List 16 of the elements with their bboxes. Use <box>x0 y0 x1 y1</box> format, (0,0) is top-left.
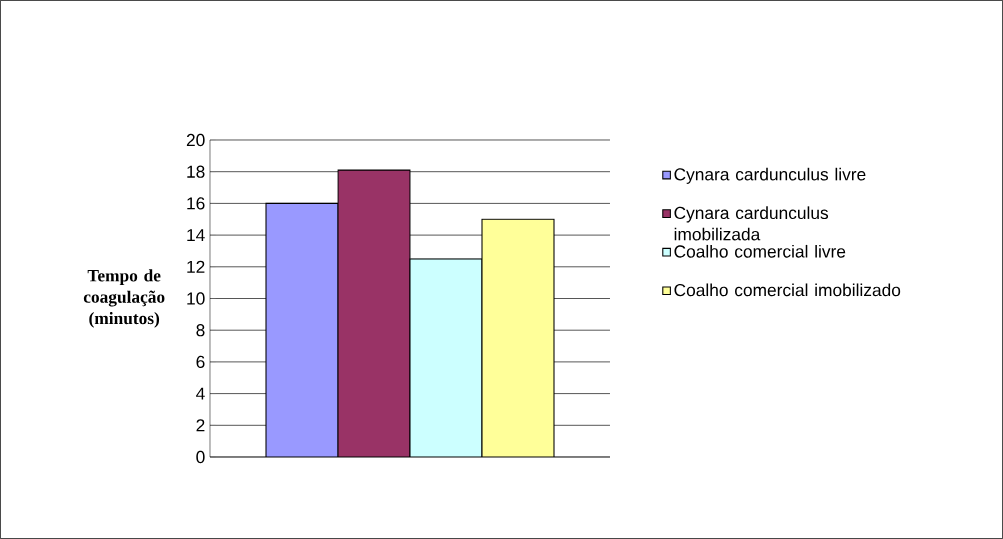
y-tick-label: 12 <box>187 260 205 273</box>
y-tick-label: 14 <box>187 229 205 242</box>
y-tick-label: 4 <box>196 387 205 400</box>
y-tick-label: 18 <box>187 165 205 178</box>
y-tick-label: 6 <box>196 355 205 369</box>
y-tick-label: 2 <box>196 419 205 432</box>
y-tick-label: 20 <box>186 133 205 147</box>
y-tick-label: 16 <box>187 197 205 210</box>
legend-label: Cynara cardunculus livre <box>674 167 866 184</box>
y-tick-label: 8 <box>196 324 205 337</box>
y-axis-title: Tempo de coagulação (minutos) <box>83 269 165 328</box>
legend-label: Cynara cardunculus imobilizada <box>674 206 829 241</box>
legend-label: Coalho comercial imobilizado <box>674 283 901 297</box>
y-tick-label: 0 <box>196 450 205 464</box>
y-tick-label: 10 <box>187 292 205 305</box>
legend-label: Coalho comercial livre <box>674 244 846 258</box>
